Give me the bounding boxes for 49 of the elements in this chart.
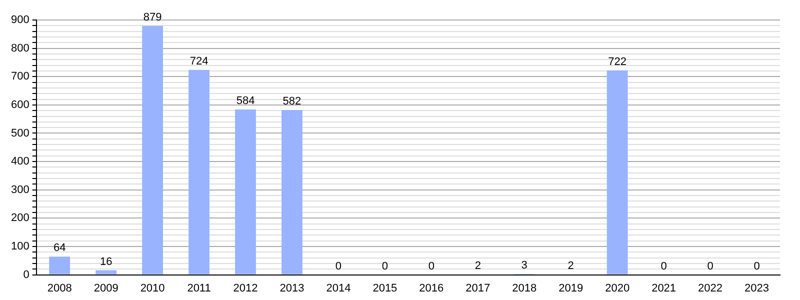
data-label: 879 [143, 11, 162, 24]
x-tick-label: 2017 [466, 282, 490, 294]
bar [49, 256, 70, 274]
x-tick-label: 2018 [512, 282, 537, 294]
data-label: 584 [236, 94, 255, 107]
x-tick-label: 2020 [605, 282, 630, 294]
data-label: 2 [568, 260, 574, 272]
y-tick-label: 200 [10, 212, 30, 224]
x-tick-label: 2015 [372, 282, 398, 294]
x-tick-label: 2023 [744, 282, 770, 294]
x-tick-label: 2012 [233, 282, 258, 294]
y-tick-label: 0 [23, 268, 30, 281]
bar [606, 70, 628, 274]
bar [235, 109, 256, 274]
x-tick-label: 2009 [94, 282, 118, 294]
x-tick-label: 2011 [187, 282, 211, 294]
y-tick-label: 600 [10, 98, 30, 111]
y-tick-label: 100 [10, 240, 30, 253]
bar [282, 110, 302, 274]
bar [142, 26, 164, 274]
data-label: 0 [382, 260, 388, 272]
data-label: 16 [100, 256, 112, 268]
x-tick-label: 2019 [558, 282, 584, 294]
bar [188, 70, 210, 274]
data-label: 64 [53, 242, 66, 254]
data-label: 0 [335, 260, 342, 272]
data-label: 2 [474, 260, 481, 272]
y-tick-label: 700 [10, 70, 30, 83]
x-tick-label: 2016 [419, 282, 444, 294]
bar [96, 270, 117, 274]
x-tick-label: 2022 [698, 282, 723, 294]
x-tick-label: 2010 [140, 282, 165, 294]
data-label: 3 [521, 259, 528, 272]
x-tick-label: 2014 [326, 282, 351, 294]
x-tick-label: 2013 [280, 282, 304, 294]
y-tick-label: 400 [10, 156, 30, 168]
y-tick-label: 300 [10, 184, 30, 196]
x-tick-label: 2008 [47, 282, 72, 294]
data-label: 0 [754, 260, 760, 272]
y-tick-label: 800 [10, 42, 30, 54]
data-label: 582 [282, 96, 302, 108]
data-label: 722 [608, 56, 627, 68]
y-tick-label: 900 [10, 14, 30, 26]
data-label: 0 [428, 260, 434, 272]
y-tick-label: 500 [10, 127, 30, 140]
data-label: 724 [190, 55, 208, 68]
data-label: 0 [707, 260, 714, 272]
x-tick-label: 2021 [652, 282, 676, 294]
data-label: 0 [660, 260, 667, 272]
